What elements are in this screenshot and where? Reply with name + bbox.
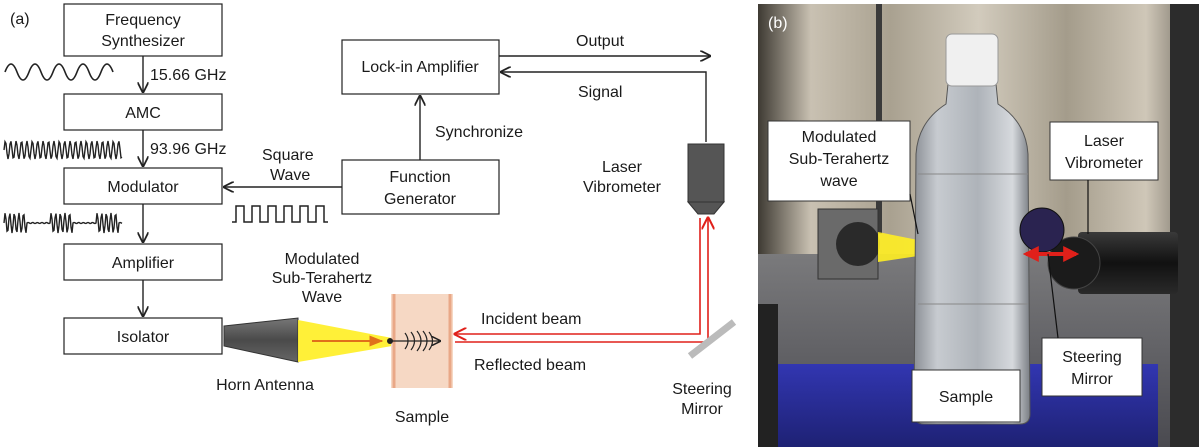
panel-b-label: (b)	[768, 15, 788, 32]
schematic-diagram: (a) Frequency Synthesizer 15.66 GHz AMC …	[3, 3, 737, 426]
sine-wave-high	[3, 139, 123, 161]
callout-steering-line1: Steering	[1062, 349, 1122, 366]
modulated-wave-line3: Wave	[302, 289, 342, 306]
modulated-wave-glyph	[3, 212, 123, 234]
laser-vibrometer-line2: Vibrometer	[583, 179, 662, 196]
steering-mirror-icon	[687, 319, 737, 359]
modulator-label: Modulator	[107, 179, 179, 196]
square-wave-line1: Square	[262, 147, 314, 164]
modulated-wave-line1: Modulated	[285, 251, 360, 268]
amc-block: AMC	[63, 93, 223, 131]
signal-arrow	[501, 72, 707, 142]
reflected-beam-label: Reflected beam	[474, 357, 586, 374]
callout-modulated-wave: Modulated Sub-Terahertz wave	[767, 120, 911, 202]
function-generator-line2: Generator	[384, 191, 457, 208]
horn-antenna-label: Horn Antenna	[216, 377, 314, 394]
callout-laser-line2: Vibrometer	[1065, 155, 1144, 172]
water-bottle	[913, 83, 1031, 425]
isolator-label: Isolator	[117, 329, 170, 346]
callout-sample-label: Sample	[939, 389, 993, 406]
frequency-synthesizer-line1: Frequency	[105, 12, 181, 29]
callout-steering-pointer	[1047, 253, 1059, 339]
laser-vibrometer-body	[687, 143, 725, 203]
isolator-block: Isolator	[63, 317, 223, 355]
right-frame	[1170, 4, 1199, 447]
horn-antenna-icon	[223, 317, 299, 363]
function-generator-block: Function Generator	[341, 159, 500, 215]
square-wave-glyph	[232, 205, 328, 223]
frequency-label-1: 15.66 GHz	[150, 67, 226, 84]
callout-laser-line1: Laser	[1084, 133, 1125, 150]
synchronize-label: Synchronize	[435, 124, 523, 141]
callout-modulated-pointer	[909, 193, 919, 235]
left-rail	[758, 304, 778, 447]
amc-label: AMC	[125, 105, 161, 122]
frequency-label-2: 93.96 GHz	[150, 141, 226, 158]
steering-mirror-photo	[1019, 207, 1065, 253]
callout-modulated-line2: Sub-Terahertz	[789, 151, 890, 168]
callout-laser-vibrometer: Laser Vibrometer	[1049, 121, 1159, 181]
frequency-synthesizer-block: Frequency Synthesizer	[63, 3, 223, 57]
function-generator-line1: Function	[389, 169, 450, 186]
laser-vibrometer-tip	[686, 201, 726, 215]
laser-vibrometer-line1: Laser	[602, 159, 643, 176]
steering-mirror-line1: Steering	[672, 381, 732, 398]
modulator-block: Modulator	[63, 167, 223, 205]
callout-steering-line2: Mirror	[1071, 371, 1113, 388]
modulated-wave-line2: Sub-Terahertz	[272, 270, 373, 287]
amplifier-label: Amplifier	[112, 255, 175, 272]
callout-sample: Sample	[911, 369, 1021, 423]
frequency-synthesizer-line2: Synthesizer	[101, 33, 185, 50]
experimental-photo: (b) Modulated Sub-Terahertz wave Laser V…	[758, 4, 1199, 447]
signal-label: Signal	[578, 84, 622, 101]
square-wave-line2: Wave	[270, 167, 310, 184]
incident-beam-label: Incident beam	[481, 311, 582, 328]
laser-vibrometer-photo	[1078, 232, 1178, 294]
callout-steering-mirror: Steering Mirror	[1041, 337, 1143, 397]
lock-in-amplifier-block: Lock-in Amplifier	[341, 39, 500, 95]
frame-post	[876, 4, 882, 234]
panel-a-label: (a)	[10, 11, 30, 28]
steering-mirror-line2: Mirror	[681, 401, 723, 418]
acoustic-wave-arcs	[404, 330, 434, 352]
lock-in-amplifier-label: Lock-in Amplifier	[361, 59, 479, 76]
callout-modulated-line3: wave	[819, 173, 857, 190]
sub-thz-beam-photo	[878, 232, 918, 262]
sine-wave-low	[4, 63, 114, 81]
amplifier-block: Amplifier	[63, 243, 223, 281]
bottle-cap	[945, 33, 999, 87]
sub-thz-source-aperture	[836, 222, 880, 266]
incident-beam	[455, 218, 701, 334]
output-label: Output	[576, 33, 625, 50]
callout-modulated-line1: Modulated	[802, 129, 877, 146]
sample-label: Sample	[395, 409, 449, 426]
